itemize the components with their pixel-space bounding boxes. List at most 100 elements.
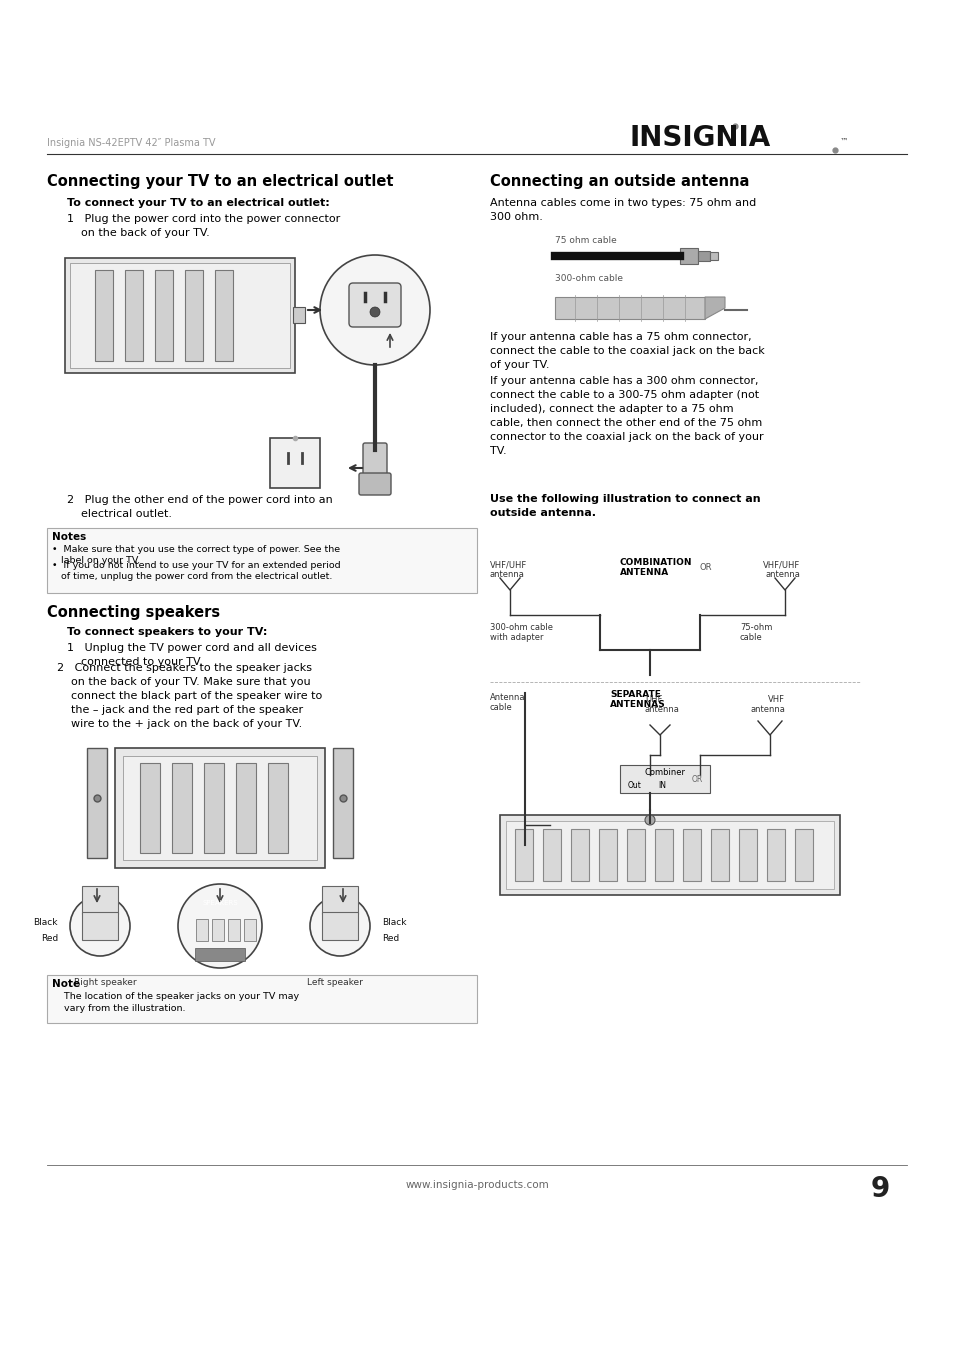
Text: www.insignia-products.com: www.insignia-products.com — [405, 1180, 548, 1189]
FancyBboxPatch shape — [123, 756, 316, 860]
Text: 300-ohm cable: 300-ohm cable — [555, 274, 622, 284]
FancyBboxPatch shape — [515, 829, 533, 882]
FancyBboxPatch shape — [358, 472, 391, 495]
Text: If your antenna cable has a 75 ohm connector,
connect the cable to the coaxial j: If your antenna cable has a 75 ohm conne… — [490, 332, 764, 370]
Text: Combiner: Combiner — [644, 768, 685, 778]
FancyBboxPatch shape — [270, 437, 319, 487]
FancyBboxPatch shape — [82, 913, 118, 940]
Text: Black: Black — [33, 918, 58, 927]
Text: VHF/UHF
antenna: VHF/UHF antenna — [490, 560, 527, 579]
FancyBboxPatch shape — [542, 829, 560, 882]
Text: IN: IN — [658, 782, 665, 790]
Text: To connect your TV to an electrical outlet:: To connect your TV to an electrical outl… — [67, 198, 330, 208]
Text: To connect speakers to your TV:: To connect speakers to your TV: — [67, 626, 267, 637]
Text: OR: OR — [691, 775, 702, 784]
Text: 9: 9 — [869, 1174, 889, 1203]
FancyBboxPatch shape — [619, 765, 709, 792]
FancyBboxPatch shape — [571, 829, 588, 882]
FancyBboxPatch shape — [322, 913, 357, 940]
Text: Connecting speakers: Connecting speakers — [47, 605, 220, 620]
Text: INSIGNIA: INSIGNIA — [629, 124, 770, 153]
Text: Connecting an outside antenna: Connecting an outside antenna — [490, 174, 749, 189]
Polygon shape — [704, 297, 724, 319]
Text: Right speaker: Right speaker — [73, 977, 136, 987]
FancyBboxPatch shape — [47, 528, 476, 593]
Text: Antenna cables come in two types: 75 ohm and
300 ohm.: Antenna cables come in two types: 75 ohm… — [490, 198, 756, 221]
FancyBboxPatch shape — [293, 306, 305, 323]
Text: 1   Plug the power cord into the power connector
    on the back of your TV.: 1 Plug the power cord into the power con… — [67, 215, 340, 238]
Text: Notes: Notes — [52, 532, 86, 541]
Text: Connecting your TV to an electrical outlet: Connecting your TV to an electrical outl… — [47, 174, 393, 189]
FancyBboxPatch shape — [95, 270, 112, 360]
FancyBboxPatch shape — [598, 829, 617, 882]
FancyBboxPatch shape — [505, 821, 833, 890]
FancyBboxPatch shape — [228, 919, 240, 941]
Text: 300-ohm cable
with adapter: 300-ohm cable with adapter — [490, 622, 553, 643]
FancyBboxPatch shape — [739, 829, 757, 882]
FancyBboxPatch shape — [349, 284, 400, 327]
Text: Note: Note — [52, 979, 80, 990]
FancyBboxPatch shape — [626, 829, 644, 882]
FancyBboxPatch shape — [766, 829, 784, 882]
Text: •  Make sure that you use the correct type of power. See the
   label on your TV: • Make sure that you use the correct typ… — [52, 545, 340, 566]
Text: UHF
antenna: UHF antenna — [644, 695, 679, 714]
FancyBboxPatch shape — [235, 763, 255, 853]
FancyBboxPatch shape — [555, 297, 704, 319]
FancyBboxPatch shape — [546, 819, 558, 832]
Text: SPEAKERS: SPEAKERS — [202, 900, 237, 906]
FancyBboxPatch shape — [499, 815, 840, 895]
Text: Insignia NS-42EPTV 42″ Plasma TV: Insignia NS-42EPTV 42″ Plasma TV — [47, 138, 215, 148]
Text: VHF
antenna: VHF antenna — [749, 695, 784, 714]
Text: 2   Connect the speakers to the speaker jacks
    on the back of your TV. Make s: 2 Connect the speakers to the speaker ja… — [57, 663, 322, 729]
FancyBboxPatch shape — [698, 251, 709, 261]
Text: VHF/UHF
antenna: VHF/UHF antenna — [762, 560, 800, 579]
Circle shape — [644, 815, 655, 825]
FancyBboxPatch shape — [794, 829, 812, 882]
FancyBboxPatch shape — [82, 886, 118, 914]
Circle shape — [70, 896, 130, 956]
Circle shape — [178, 884, 262, 968]
Text: Use the following illustration to connect an
outside antenna.: Use the following illustration to connec… — [490, 494, 760, 518]
Text: •  If you do not intend to use your TV for an extended period
   of time, unplug: • If you do not intend to use your TV fo… — [52, 562, 340, 582]
Text: COMBINATION
ANTENNA: COMBINATION ANTENNA — [619, 558, 692, 578]
FancyBboxPatch shape — [214, 270, 233, 360]
Text: Antenna
cable: Antenna cable — [490, 693, 525, 713]
Circle shape — [310, 896, 370, 956]
FancyBboxPatch shape — [679, 248, 698, 265]
Text: OR: OR — [700, 563, 712, 572]
Text: The location of the speaker jacks on your TV may
    vary from the illustration.: The location of the speaker jacks on you… — [52, 992, 299, 1012]
FancyBboxPatch shape — [655, 829, 672, 882]
FancyBboxPatch shape — [47, 975, 476, 1023]
FancyBboxPatch shape — [195, 919, 208, 941]
FancyBboxPatch shape — [87, 748, 107, 859]
FancyBboxPatch shape — [172, 763, 192, 853]
Text: 2   Plug the other end of the power cord into an
    electrical outlet.: 2 Plug the other end of the power cord i… — [67, 495, 333, 518]
Text: Out: Out — [627, 782, 641, 790]
FancyBboxPatch shape — [140, 763, 160, 853]
FancyBboxPatch shape — [185, 270, 203, 360]
FancyBboxPatch shape — [268, 763, 288, 853]
Text: 75 ohm cable: 75 ohm cable — [555, 236, 616, 244]
Text: 1   Unplug the TV power cord and all devices
    connected to your TV.: 1 Unplug the TV power cord and all devic… — [67, 643, 316, 667]
Text: Red: Red — [41, 934, 58, 944]
Text: Red: Red — [381, 934, 399, 944]
Text: 75-ohm
cable: 75-ohm cable — [740, 622, 772, 643]
FancyBboxPatch shape — [710, 829, 728, 882]
FancyBboxPatch shape — [322, 886, 357, 914]
FancyBboxPatch shape — [333, 748, 353, 859]
FancyBboxPatch shape — [70, 263, 290, 369]
FancyBboxPatch shape — [709, 252, 718, 261]
Text: Left speaker: Left speaker — [307, 977, 362, 987]
FancyBboxPatch shape — [115, 748, 325, 868]
FancyBboxPatch shape — [154, 270, 172, 360]
Circle shape — [319, 255, 430, 364]
Text: Black: Black — [381, 918, 406, 927]
FancyBboxPatch shape — [125, 270, 143, 360]
FancyBboxPatch shape — [194, 948, 245, 961]
FancyBboxPatch shape — [363, 443, 387, 485]
Text: If your antenna cable has a 300 ohm connector,
connect the cable to a 300-75 ohm: If your antenna cable has a 300 ohm conn… — [490, 377, 762, 456]
Text: SEPARATE
ANTENNAS: SEPARATE ANTENNAS — [609, 690, 665, 709]
FancyBboxPatch shape — [204, 763, 224, 853]
FancyBboxPatch shape — [682, 829, 700, 882]
FancyBboxPatch shape — [212, 919, 224, 941]
